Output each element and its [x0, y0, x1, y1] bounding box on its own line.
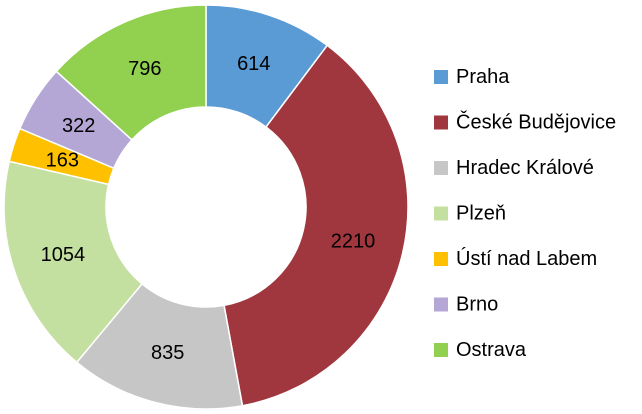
legend-label-praha: Praha: [456, 66, 510, 88]
legend-label-ceske-budejovice: České Budějovice: [456, 111, 616, 134]
data-label-hradec-kralove: 835: [151, 342, 184, 364]
slice-ceske-budejovice: [223, 44, 409, 407]
slice-ostrava: [55, 4, 207, 141]
legend: Praha České Budějovice Hradec Králové Plzeň…: [434, 66, 616, 361]
legend-swatch-ceske-budejovice: [434, 115, 448, 130]
legend-label-hradec-kralove: Hradec Králové: [456, 157, 594, 179]
legend-swatch-praha: [434, 70, 448, 84]
legend-swatch-hradec-kralove: [434, 161, 448, 175]
data-label-ceske-budejovice: 2210: [331, 231, 376, 253]
legend-label-ostrava: Ostrava: [456, 339, 527, 361]
legend-label-usti-nad-labem: Ústí nad Labem: [456, 247, 597, 270]
legend-label-brno: Brno: [456, 294, 498, 316]
legend-swatch-plzen: [434, 206, 448, 221]
donut-slices: [3, 4, 409, 410]
data-labels: 614 2210 835 1054 163 322 796: [41, 53, 376, 364]
data-label-praha: 614: [237, 53, 270, 75]
data-label-brno: 322: [62, 115, 95, 137]
legend-swatch-brno: [434, 297, 448, 312]
data-label-plzen: 1054: [41, 244, 86, 266]
data-label-ostrava: 796: [128, 58, 161, 80]
legend-swatch-usti-nad-labem: [434, 252, 448, 266]
slice-plzen: [3, 160, 144, 364]
legend-swatch-ostrava: [434, 343, 448, 357]
legend-label-plzen: Plzeň: [456, 203, 506, 225]
data-label-usti-nad-labem: 163: [46, 149, 79, 171]
